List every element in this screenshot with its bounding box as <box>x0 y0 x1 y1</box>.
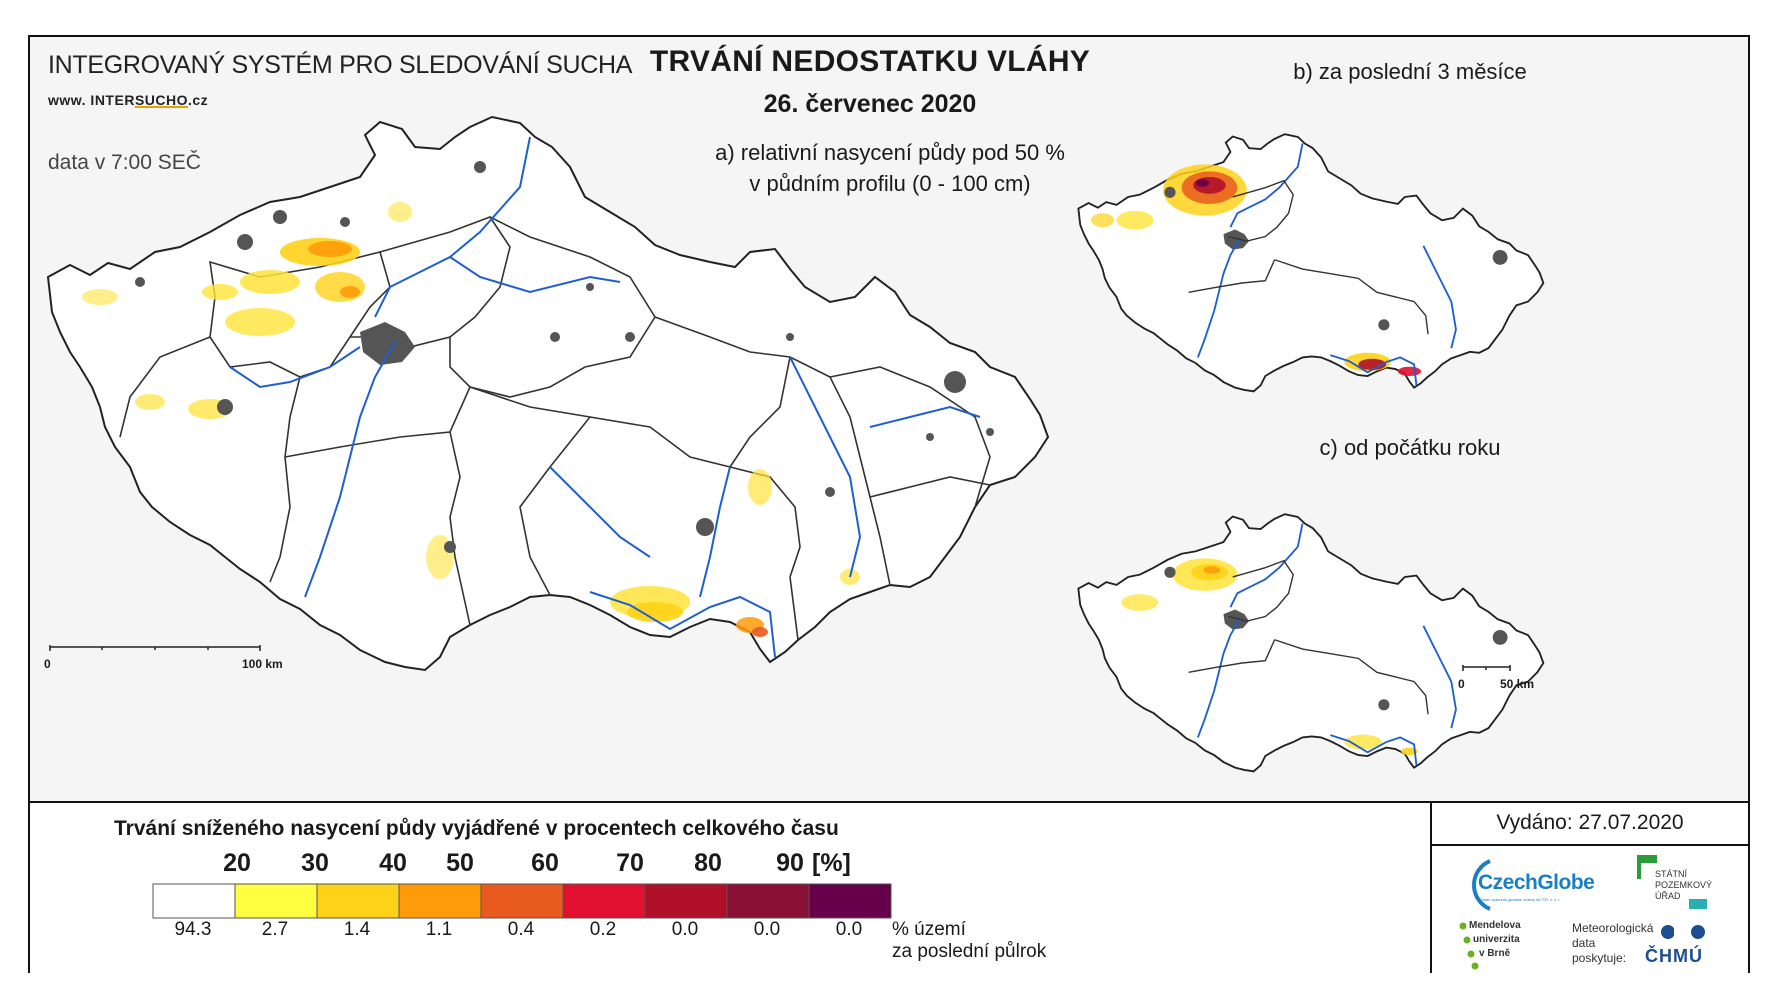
threshold-label: 40 <box>379 849 407 877</box>
threshold-label: 50 <box>446 849 474 877</box>
chmu-logo[interactable]: ČHMÚ <box>1645 946 1703 966</box>
main-drought-patches <box>82 202 860 637</box>
threshold-label: 30 <box>301 849 329 877</box>
main-rivers <box>229 136 981 658</box>
threshold-label: 70 <box>616 849 644 877</box>
url-brand: SUCHO <box>134 92 188 108</box>
czechglobe-name: CzechGlobe <box>1478 871 1595 894</box>
map-b <box>1077 133 1545 393</box>
main-title: TRVÁNÍ NEDOSTATKU VLÁHY <box>649 45 1091 78</box>
legend-title: Trvání sníženého nasycení půdy vyjádřené… <box>114 817 839 840</box>
meteo-line3: poskytuje: <box>1572 951 1627 965</box>
territory-line1: % území <box>892 919 966 940</box>
url-suffix: .cz <box>188 92 209 108</box>
main-scale-end: 100 km <box>242 657 283 671</box>
class-share: 2.7 <box>261 919 289 940</box>
mendelu-logo[interactable]: Mendelova univerzita v Brně <box>1457 918 1567 973</box>
threshold-label: 60 <box>531 849 559 877</box>
main-scale-zero: 0 <box>44 657 51 671</box>
threshold-label: 90 <box>776 849 804 877</box>
issued-date: Vydáno: 27.07.2020 <box>1496 811 1684 834</box>
mendelu-dots-icon <box>1459 922 1479 970</box>
legend-class-swatch <box>316 883 400 919</box>
legend-divider <box>30 801 1748 804</box>
panel-a-line2: v půdním profilu (0 - 100 cm) <box>749 171 1031 196</box>
legend-class-swatch <box>234 883 318 919</box>
legend-color-bar <box>152 883 892 919</box>
legend-panel: Trvání sníženého nasycení půdy vyjádřené… <box>30 803 1430 973</box>
class-share: 94.3 <box>174 919 212 940</box>
main-map <box>47 116 1049 671</box>
territory-caption: % území za poslední půlrok <box>892 919 1046 963</box>
territory-line2: za poslední půlrok <box>892 941 1047 962</box>
class-share: 0.0 <box>753 919 781 940</box>
small-scale-end: 50 km <box>1500 677 1535 691</box>
spu-flag-icon <box>1637 855 1657 879</box>
panel-a-line1: a) relativní nasycení půdy pod 50 % <box>715 140 1065 165</box>
spu-accent-icon <box>1689 899 1707 909</box>
chmu-symbol-icon <box>1661 925 1705 939</box>
class-share: 0.4 <box>507 919 535 940</box>
threshold-label: 20 <box>223 849 251 877</box>
class-share: 0.0 <box>835 919 863 940</box>
class-share: 0.0 <box>671 919 699 940</box>
panel-c-caption: c) od počátku roku <box>1319 435 1501 460</box>
legend-class-swatch <box>726 883 810 919</box>
small-scale-bar <box>1462 665 1511 671</box>
czechglobe-arc-icon <box>1472 859 1491 911</box>
legend-class-swatch <box>644 883 728 919</box>
map-c-drought-patches <box>1121 558 1418 756</box>
spu-name: STÁTNÍ POZEMKOVÝ ÚŘAD <box>1655 869 1713 901</box>
issued-divider <box>1432 844 1748 846</box>
map-c <box>1077 513 1545 773</box>
main-urban-areas <box>135 161 994 553</box>
legend-class-swatch <box>398 883 482 919</box>
data-time-label: data v 7:00 SEČ <box>48 151 201 174</box>
unit-label: [%] <box>812 849 851 877</box>
spu-logo[interactable]: STÁTNÍ POZEMKOVÝ ÚŘAD <box>1637 855 1727 915</box>
czechglobe-logo[interactable]: CzechGlobe Ústav výzkumu globální změny … <box>1460 855 1620 915</box>
mendelu-line2: univerzita <box>1473 934 1520 945</box>
meteo-credit: Meteorologická data poskytuje: <box>1572 921 1653 966</box>
class-share: 0.2 <box>589 919 617 940</box>
system-title: INTEGROVANÝ SYSTÉM PRO SLEDOVÁNÍ SUCHA <box>48 51 633 79</box>
threshold-label: 80 <box>694 849 722 877</box>
legend-vertical-divider <box>1430 803 1433 973</box>
small-scale-zero: 0 <box>1458 677 1465 691</box>
class-share: 1.1 <box>425 919 453 940</box>
legend-class-swatch <box>480 883 564 919</box>
meteo-line1: Meteorologická <box>1572 921 1654 935</box>
map-frame: INTEGROVANÝ SYSTÉM PRO SLEDOVÁNÍ SUCHA w… <box>28 35 1750 973</box>
panel-b-caption: b) za poslední 3 měsíce <box>1293 59 1527 84</box>
class-share: 1.4 <box>343 919 371 940</box>
website-url[interactable]: www. INTERSUCHO.cz <box>48 92 208 108</box>
mendelu-line1: Mendelova <box>1469 920 1521 931</box>
meteo-line2: data <box>1572 936 1596 950</box>
legend-class-swatch <box>152 883 236 919</box>
mendelu-line3: v Brně <box>1479 948 1511 959</box>
legend-class-swatch <box>808 883 892 919</box>
legend-class-swatch <box>562 883 646 919</box>
issued-panel: Vydáno: 27.07.2020 CzechGlobe Ústav výzk… <box>1432 803 1748 973</box>
panel-a-caption: a) relativní nasycení půdy pod 50 % v pů… <box>630 137 1150 199</box>
main-date: 26. červenec 2020 <box>763 90 977 118</box>
czechglobe-subtitle: Ústav výzkumu globální změny AV ČR, v. v… <box>1480 897 1561 902</box>
main-scale-bar <box>49 645 261 651</box>
maps-canvas <box>47 116 1545 773</box>
map-b-drought-patches <box>1090 164 1422 376</box>
url-prefix: www. INTER <box>48 92 135 108</box>
